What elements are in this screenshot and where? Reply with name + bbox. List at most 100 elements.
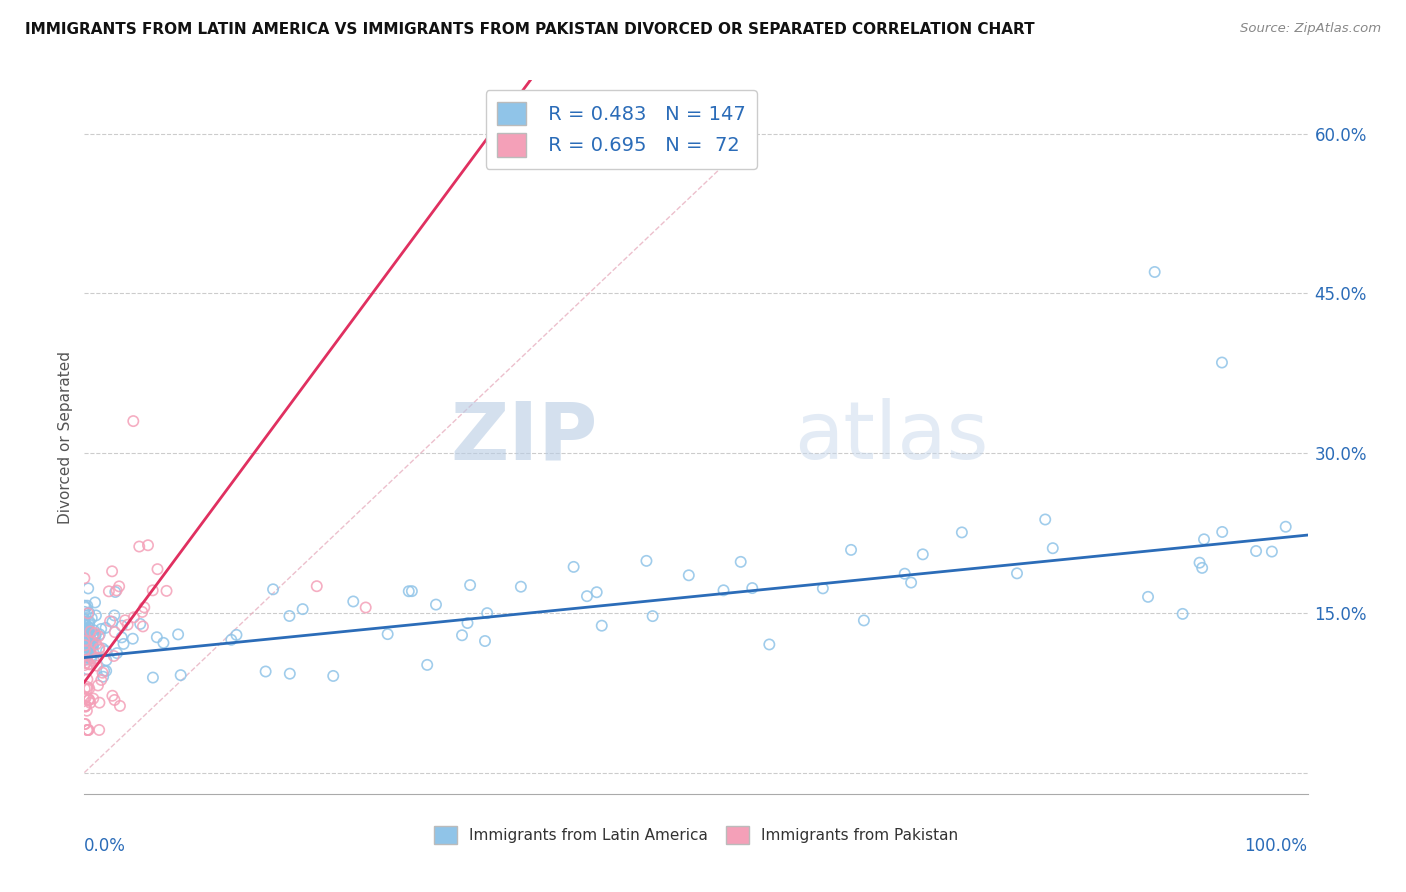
Point xyxy=(75,650,97,665)
Point xyxy=(152,636,174,650)
Point xyxy=(79,626,101,640)
Point xyxy=(76,624,98,638)
Point xyxy=(73,612,96,626)
Point xyxy=(75,627,97,641)
Point xyxy=(75,620,97,634)
Point xyxy=(77,628,100,642)
Point xyxy=(1137,590,1160,604)
Point xyxy=(458,578,481,592)
Point xyxy=(73,632,96,646)
Point xyxy=(83,626,105,640)
Point xyxy=(1005,566,1028,581)
Point xyxy=(76,681,98,696)
Point xyxy=(131,605,153,619)
Point xyxy=(76,680,98,694)
Point xyxy=(76,646,98,660)
Point xyxy=(77,692,100,706)
Point xyxy=(76,618,98,632)
Point xyxy=(122,414,145,428)
Point xyxy=(84,628,107,642)
Point xyxy=(117,617,139,632)
Point xyxy=(101,564,124,578)
Point xyxy=(73,571,96,585)
Point xyxy=(75,628,97,642)
Point xyxy=(678,568,700,582)
Point xyxy=(142,671,165,685)
Point xyxy=(84,629,107,643)
Point xyxy=(77,636,100,650)
Point xyxy=(585,585,607,599)
Point xyxy=(575,589,598,603)
Point xyxy=(73,643,96,657)
Point xyxy=(416,657,439,672)
Point xyxy=(94,621,117,635)
Point xyxy=(89,696,111,710)
Point xyxy=(103,693,125,707)
Point xyxy=(112,637,135,651)
Point xyxy=(91,670,114,684)
Point xyxy=(76,640,98,654)
Point xyxy=(75,632,97,646)
Point xyxy=(76,599,98,613)
Point xyxy=(155,583,177,598)
Point xyxy=(79,640,101,654)
Point xyxy=(75,650,97,665)
Point xyxy=(101,689,124,703)
Point xyxy=(1171,607,1194,621)
Point xyxy=(75,699,97,714)
Point xyxy=(76,629,98,643)
Point xyxy=(121,632,143,646)
Point xyxy=(80,640,103,654)
Point xyxy=(342,594,364,608)
Point xyxy=(474,634,496,648)
Point xyxy=(108,698,131,713)
Point xyxy=(75,647,97,661)
Point xyxy=(86,651,108,665)
Point xyxy=(893,566,915,581)
Point xyxy=(101,615,124,629)
Point xyxy=(1261,544,1284,558)
Point xyxy=(77,606,100,620)
Point xyxy=(911,547,934,561)
Point xyxy=(73,691,96,706)
Point xyxy=(77,723,100,737)
Point xyxy=(79,640,101,655)
Point xyxy=(77,621,100,635)
Point xyxy=(87,678,110,692)
Text: 100.0%: 100.0% xyxy=(1244,837,1308,855)
Point xyxy=(83,631,105,645)
Point xyxy=(254,665,277,679)
Point xyxy=(79,624,101,639)
Point xyxy=(82,628,104,642)
Point xyxy=(1143,265,1166,279)
Point xyxy=(122,610,145,624)
Text: IMMIGRANTS FROM LATIN AMERICA VS IMMIGRANTS FROM PAKISTAN DIVORCED OR SEPARATED : IMMIGRANTS FROM LATIN AMERICA VS IMMIGRA… xyxy=(25,22,1035,37)
Point xyxy=(96,653,118,667)
Text: 0.0%: 0.0% xyxy=(84,837,127,855)
Point xyxy=(79,657,101,672)
Point xyxy=(377,627,399,641)
Point xyxy=(94,644,117,658)
Point xyxy=(73,599,96,613)
Point xyxy=(758,637,780,651)
Point xyxy=(80,648,103,663)
Point xyxy=(104,625,127,640)
Point xyxy=(713,583,735,598)
Point xyxy=(80,651,103,665)
Point xyxy=(77,607,100,621)
Point xyxy=(636,554,658,568)
Point xyxy=(80,611,103,625)
Point xyxy=(1274,520,1296,534)
Point xyxy=(73,633,96,648)
Point xyxy=(73,638,96,652)
Point xyxy=(839,542,862,557)
Point xyxy=(475,606,498,620)
Point xyxy=(104,585,127,599)
Point xyxy=(73,637,96,651)
Point xyxy=(79,635,101,649)
Point xyxy=(76,625,98,640)
Text: Source: ZipAtlas.com: Source: ZipAtlas.com xyxy=(1240,22,1381,36)
Point xyxy=(83,624,105,638)
Point xyxy=(146,562,169,576)
Point xyxy=(73,629,96,643)
